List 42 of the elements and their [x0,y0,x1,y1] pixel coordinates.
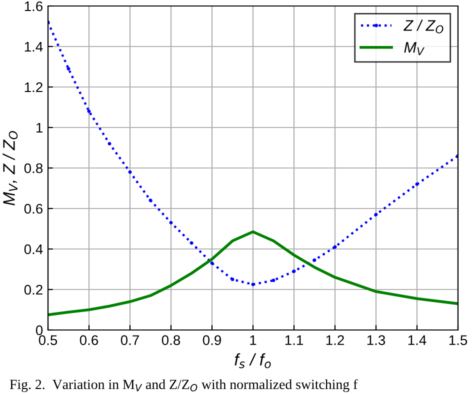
point [210,261,214,265]
point [190,241,194,245]
y-tick-label: 0.6 [24,204,43,214]
point [87,110,91,114]
y-tick-label: 1 [36,122,42,133]
point [251,282,255,286]
x-tick-label: 0.9 [202,335,221,346]
x-axis-title: f$_{s}$ / f$_{o}$ [234,353,271,368]
legend-label: M$_{V}$ [404,42,425,56]
x-tick-label: 1.1 [285,335,303,345]
y-axis-title: M$_{V}$, Z / Z$_{O}$ [2,131,18,206]
y-tick-label: 0.8 [24,163,43,174]
point [230,278,234,282]
x-tick-label: 1.2 [326,335,344,345]
point [108,142,112,146]
x-tick-label: 0.6 [80,335,98,346]
x-tick-label: 1.3 [367,335,386,346]
y-tick-label: 1.4 [24,42,43,52]
point [292,270,296,274]
caption: Fig. 2. Variation in M$_{V}$ and Z/Z$_{O}$ with normalized switching f [10,379,358,392]
legend-label: Z / Z$_{O}$ [403,20,444,34]
line-series [48,230,458,316]
x-tick-label: 0.7 [120,335,139,346]
x-tick-label: 1.4 [408,335,426,345]
point [415,182,419,186]
x-tick-label: 1 [250,335,256,345]
point [66,67,70,71]
y-tick-label: 0.2 [24,284,42,295]
y-tick-label: 0 [36,325,43,336]
point [128,170,132,174]
point [272,278,276,282]
x-tick-label: 0.8 [162,335,180,346]
y-tick-label: 1.2 [24,82,42,92]
y-tick-label: 1.6 [24,1,43,12]
y-tick-label: 0.4 [24,244,43,254]
point [374,212,378,216]
point [312,258,316,262]
point [333,245,337,249]
point [148,198,152,202]
x-tick-label: 1.5 [449,335,468,346]
x-tick-label: 0.5 [38,335,58,346]
point [169,220,173,224]
